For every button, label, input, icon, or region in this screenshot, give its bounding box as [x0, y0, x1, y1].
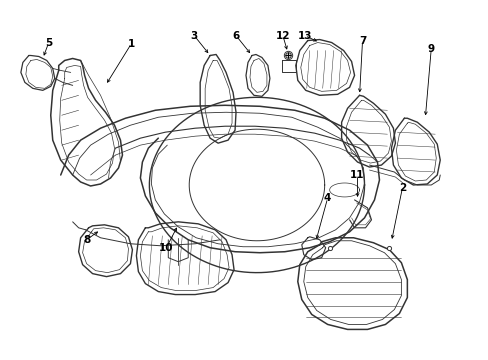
Text: 3: 3	[190, 31, 198, 41]
Text: 12: 12	[275, 31, 289, 41]
Text: 4: 4	[324, 193, 331, 203]
Text: 6: 6	[232, 31, 239, 41]
Text: 9: 9	[427, 44, 434, 54]
Text: 13: 13	[297, 31, 311, 41]
Text: 8: 8	[83, 235, 90, 245]
Text: 10: 10	[159, 243, 173, 253]
Text: 5: 5	[45, 37, 52, 48]
Text: 1: 1	[127, 39, 135, 49]
Text: 11: 11	[349, 170, 364, 180]
Text: 7: 7	[358, 36, 366, 46]
Text: 2: 2	[398, 183, 405, 193]
